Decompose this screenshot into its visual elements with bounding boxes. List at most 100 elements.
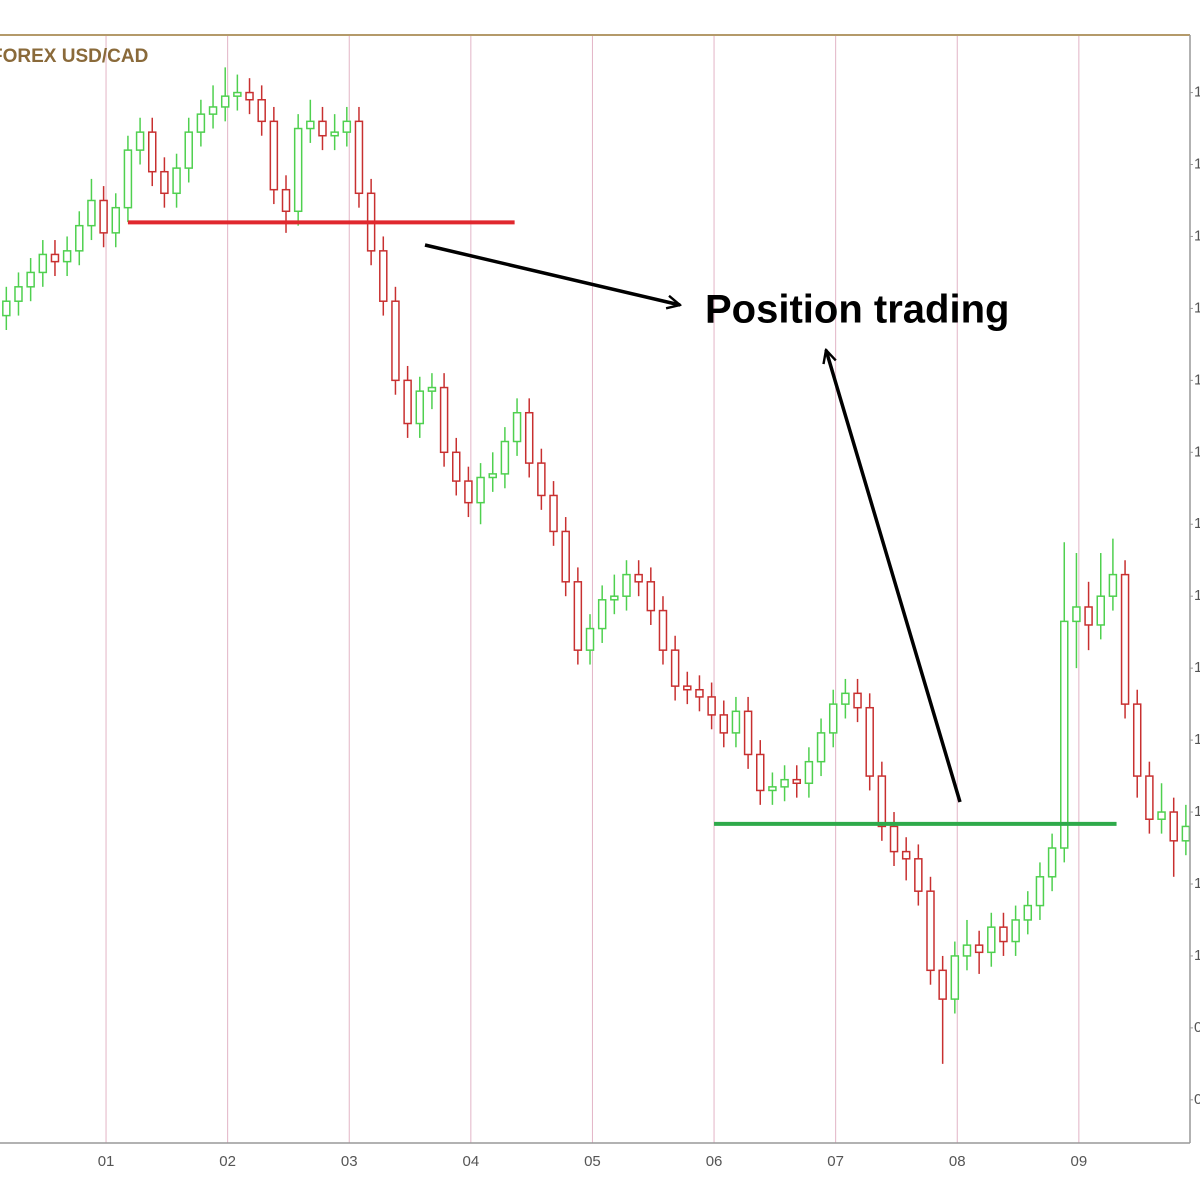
candle-body	[1060, 620, 1069, 849]
candle-body	[573, 581, 583, 651]
candle-body	[634, 573, 643, 583]
chart-title: FOREX USD/CAD	[0, 46, 148, 67]
annotation: Position trading	[705, 288, 1009, 332]
y-tick-label: 1.22	[1194, 155, 1200, 172]
candle-body	[269, 120, 279, 191]
candle-body	[26, 271, 35, 288]
candle-body	[160, 170, 169, 195]
candle-body	[646, 581, 656, 612]
candle-body	[62, 250, 72, 263]
y-tick-label: 1.10	[1194, 587, 1200, 604]
candle-body	[2, 300, 11, 317]
candle-body	[901, 850, 911, 860]
candle-body	[950, 955, 960, 1000]
candle-body	[707, 696, 716, 716]
candle-body	[670, 649, 680, 687]
candle-body	[111, 206, 121, 234]
candle-body	[585, 627, 595, 651]
candle-body	[1132, 703, 1142, 777]
candle-body	[306, 120, 315, 130]
candle-body	[38, 253, 48, 274]
candle-body	[719, 714, 729, 734]
y-tick-label: 0.98	[1194, 1019, 1200, 1036]
candle-body	[780, 778, 789, 788]
candle-body	[233, 91, 242, 97]
candle-body	[208, 106, 218, 115]
candle-body	[877, 775, 887, 828]
candle-body	[974, 944, 984, 954]
candle-body	[597, 599, 607, 630]
candle-body	[889, 825, 899, 853]
candle-body	[318, 120, 327, 137]
candle-body	[196, 113, 206, 133]
x-tick-label: 04	[463, 1153, 480, 1170]
arrow	[424, 243, 680, 305]
candle-body	[731, 710, 741, 734]
x-tick-label: 08	[949, 1153, 966, 1170]
candle-body	[391, 300, 400, 382]
candle-body	[1011, 919, 1020, 943]
candle-body	[865, 706, 874, 777]
candle-body	[50, 253, 60, 263]
candle-body	[135, 131, 145, 151]
candle-body	[330, 131, 339, 137]
x-tick-label: 07	[827, 1153, 844, 1170]
candle-body	[841, 692, 850, 705]
candle-body	[658, 609, 668, 651]
candle-body	[610, 595, 619, 601]
y-tick-label: 1.04	[1194, 803, 1200, 820]
candle-body	[743, 710, 753, 756]
candle-body	[464, 480, 473, 504]
candle-body	[756, 753, 765, 792]
candle-body	[695, 688, 704, 698]
x-tick-label: 05	[584, 1153, 601, 1170]
candle-body	[257, 99, 266, 123]
candle-body	[293, 127, 303, 213]
candle-body	[549, 494, 558, 533]
candle-body	[1157, 811, 1166, 820]
candle-body	[1120, 573, 1130, 705]
candle-body	[622, 573, 631, 597]
candle-body	[792, 778, 801, 785]
candle-body	[403, 379, 412, 425]
arrow	[826, 350, 962, 803]
y-tick-label: 1.14	[1194, 443, 1200, 460]
candle-body	[561, 530, 570, 583]
candle-body	[476, 476, 485, 504]
labels: 01 02 03 04 05 06 07 08 09 0.96 0.98 1.00 1.02 1.04 1.…	[98, 84, 1200, 1170]
candle-body	[1023, 904, 1033, 921]
candle-body	[683, 685, 692, 691]
candle-body	[87, 199, 96, 227]
candle-body	[123, 149, 133, 209]
candle-body	[1096, 595, 1105, 626]
x-tick-label: 01	[98, 1153, 115, 1170]
candle-body	[427, 386, 437, 392]
candle-body	[452, 451, 461, 482]
candle-body	[172, 167, 181, 195]
candle-body	[415, 390, 425, 425]
candle-body	[500, 440, 510, 475]
candle-body	[14, 286, 23, 302]
candle-body	[999, 926, 1008, 943]
x-tick-label: 06	[706, 1153, 723, 1170]
candle-body	[99, 199, 108, 234]
y-tick-label: 1.24	[1194, 84, 1200, 101]
candle-body	[537, 462, 546, 497]
x-tick-label: 09	[1071, 1153, 1088, 1170]
candle-body	[768, 786, 777, 792]
candle-body	[1072, 606, 1081, 623]
candle-body	[987, 926, 996, 954]
candle-body	[1169, 811, 1178, 842]
candle-body	[1108, 573, 1118, 597]
candle-body	[184, 131, 193, 169]
candle-body	[828, 703, 838, 734]
candle-body	[245, 91, 254, 101]
y-tick-label: 1.16	[1194, 371, 1200, 388]
candle-body	[354, 120, 364, 195]
candle-body	[524, 411, 534, 464]
candle-body	[1047, 847, 1057, 878]
x-tick-label: 03	[341, 1153, 358, 1170]
x-tick-label: 02	[219, 1153, 236, 1170]
candle-body	[804, 760, 814, 785]
